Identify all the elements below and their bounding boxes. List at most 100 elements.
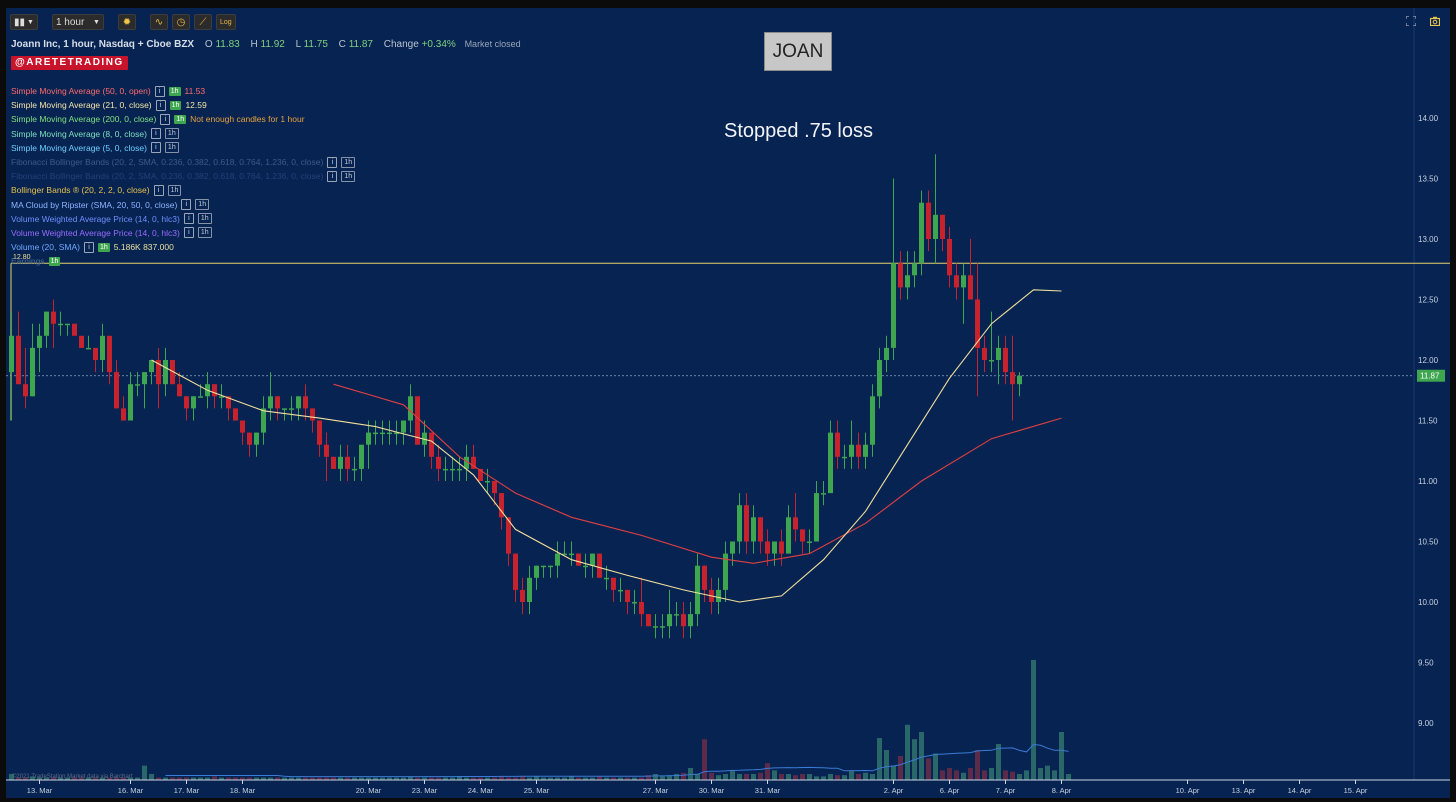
volume-bar <box>429 777 434 780</box>
volume-bar <box>905 724 910 780</box>
data-source-note: ©2021 TradeStation Market data via Barch… <box>12 774 133 780</box>
info-icon[interactable]: i <box>150 142 161 154</box>
chart-area[interactable]: 14.00 13.50 13.00 12.50 12.00 11.50 11.00 10.50… <box>6 8 1450 798</box>
indicator-label: Bollinger Bands ® (20, 2, 2, 0, close) <box>11 185 150 196</box>
volume-bar <box>44 777 49 780</box>
indicator-icon: ∿ <box>154 16 164 28</box>
info-icon[interactable]: i <box>160 113 171 125</box>
volume-bar <box>415 777 420 780</box>
info-icon[interactable]: i <box>153 184 164 196</box>
candle-body <box>184 396 189 409</box>
change-value: +0.34% <box>421 39 456 50</box>
candle-body <box>44 311 49 336</box>
x-tick-label: 7. Apr <box>996 786 1016 795</box>
info-icon[interactable]: i <box>181 199 192 211</box>
volume-bar <box>695 774 700 780</box>
volume-bar <box>72 777 77 780</box>
volume-sma-line <box>165 743 1069 778</box>
volume-bar <box>618 777 623 780</box>
indicator-row[interactable]: Fibonacci Bollinger Bands (20, 2, SMA, 0… <box>11 169 356 183</box>
camera-icon[interactable] <box>1430 16 1440 26</box>
volume-bar <box>590 777 595 780</box>
brand-tag: @ARETETRADING <box>11 56 128 70</box>
candle-body <box>828 432 833 494</box>
volume-bar <box>1017 774 1022 780</box>
timeframe-badge: 1h <box>197 213 212 225</box>
indicator-row[interactable]: Simple Moving Average (5, 0, close) i 1h <box>11 141 355 155</box>
candle-body <box>968 275 973 300</box>
info-icon[interactable]: i <box>154 85 165 97</box>
indicator-label: Simple Moving Average (5, 0, close) <box>11 142 147 153</box>
chart-toolbar: ▮▮ ▼ 1 hour ▼ ✹ ∿ ◷ ⟋ Log <box>10 13 236 31</box>
symbol-info-line: Joann Inc, 1 hour, Nasdaq + Cboe BZX O 1… <box>11 39 521 50</box>
info-icon[interactable]: i <box>155 99 166 111</box>
candle-body <box>72 323 77 336</box>
info-icon[interactable]: i <box>183 227 194 239</box>
level-label: 12.80 <box>13 254 31 261</box>
candle-body <box>786 517 791 554</box>
indicator-row[interactable]: MA Cloud by Ripster (SMA, 20, 50, 0, clo… <box>11 198 355 212</box>
candle-body <box>261 408 266 433</box>
volume-bar <box>625 777 630 780</box>
fullscreen-icon[interactable] <box>1406 16 1416 26</box>
candle-body <box>352 468 357 471</box>
volume-bar <box>996 744 1001 780</box>
candle-body <box>506 517 511 554</box>
candle-body <box>898 263 903 288</box>
high-label: H <box>250 39 258 50</box>
indicator-row[interactable]: Simple Moving Average (200, 0, close) i 1h… <box>11 112 355 126</box>
log-scale-button[interactable]: Log <box>215 14 236 30</box>
volume-bar <box>870 774 875 780</box>
price-chart[interactable]: 14.00 13.50 13.00 12.50 12.00 11.50 11.00 10.50… <box>6 8 1450 798</box>
volume-bar <box>667 775 672 780</box>
candle-body <box>359 444 364 469</box>
close-label: C <box>338 39 346 50</box>
candle-body <box>926 202 931 239</box>
timeframe-select[interactable]: 1 hour ▼ <box>51 14 104 30</box>
info-icon[interactable]: i <box>327 170 338 182</box>
indicator-label: Fibonacci Bollinger Bands (20, 2, SMA, 0… <box>11 171 324 182</box>
alerts-button[interactable]: ◷ <box>171 14 190 30</box>
indicator-row[interactable]: Simple Moving Average (8, 0, close) i 1h <box>11 127 355 141</box>
volume-bar <box>30 776 35 780</box>
info-icon[interactable]: i <box>183 213 194 225</box>
candle-body <box>401 420 406 433</box>
chart-type-button[interactable]: ▮▮ ▼ <box>10 14 38 30</box>
volume-bar <box>709 772 714 780</box>
indicator-row[interactable]: Bollinger Bands ® (20, 2, 2, 0, close) i 1… <box>11 183 355 197</box>
candle-body <box>716 589 721 602</box>
indicator-row[interactable]: Volume (20, SMA) i 1h 5.186K 837.000 <box>11 240 355 254</box>
info-icon[interactable]: i <box>327 156 338 168</box>
indicator-legend: Simple Moving Average (50, 0, open) i 1h 11… <box>11 84 356 268</box>
volume-bar <box>261 777 266 780</box>
indicator-row[interactable]: Volume Weighted Average Price (14, 0, hl… <box>11 226 355 240</box>
timeframe-badge: 1h <box>97 242 110 252</box>
drawing-button[interactable]: ⟋ <box>193 14 212 30</box>
candle-body <box>415 396 420 445</box>
settings-button[interactable]: ✹ <box>117 14 136 30</box>
candle-body <box>464 456 469 469</box>
volume-bar <box>275 777 280 780</box>
volume-bar <box>779 774 784 780</box>
candle-body <box>730 541 735 554</box>
candle-body <box>723 553 728 590</box>
candles-icon: ▮▮ <box>14 16 26 28</box>
candle-body <box>688 614 693 627</box>
candle-body <box>639 602 644 615</box>
volume-bar <box>457 776 462 780</box>
indicator-row[interactable]: Fibonacci Bollinger Bands (20, 2, SMA, 0… <box>11 155 356 169</box>
volume-bar <box>289 777 294 780</box>
candle-body <box>9 335 14 373</box>
indicator-row[interactable]: Simple Moving Average (21, 0, close) i 1h 1… <box>11 98 355 112</box>
indicator-value: 11.53 <box>184 86 206 97</box>
volume-bar <box>800 774 805 780</box>
indicator-row[interactable]: Volume Weighted Average Price (14, 0, hl… <box>11 212 355 226</box>
indicator-row[interactable]: Simple Moving Average (50, 0, open) i 1h 11… <box>11 84 355 98</box>
info-icon[interactable]: i <box>150 128 161 140</box>
indicator-row[interactable]: Earnings 1h <box>11 254 355 268</box>
info-icon[interactable]: i <box>83 241 94 253</box>
last-price-badge <box>1417 369 1445 382</box>
x-tick-label: 20. Mar <box>356 786 382 795</box>
indicators-button[interactable]: ∿ <box>149 14 168 30</box>
indicator-label: Volume (20, SMA) <box>11 242 80 253</box>
